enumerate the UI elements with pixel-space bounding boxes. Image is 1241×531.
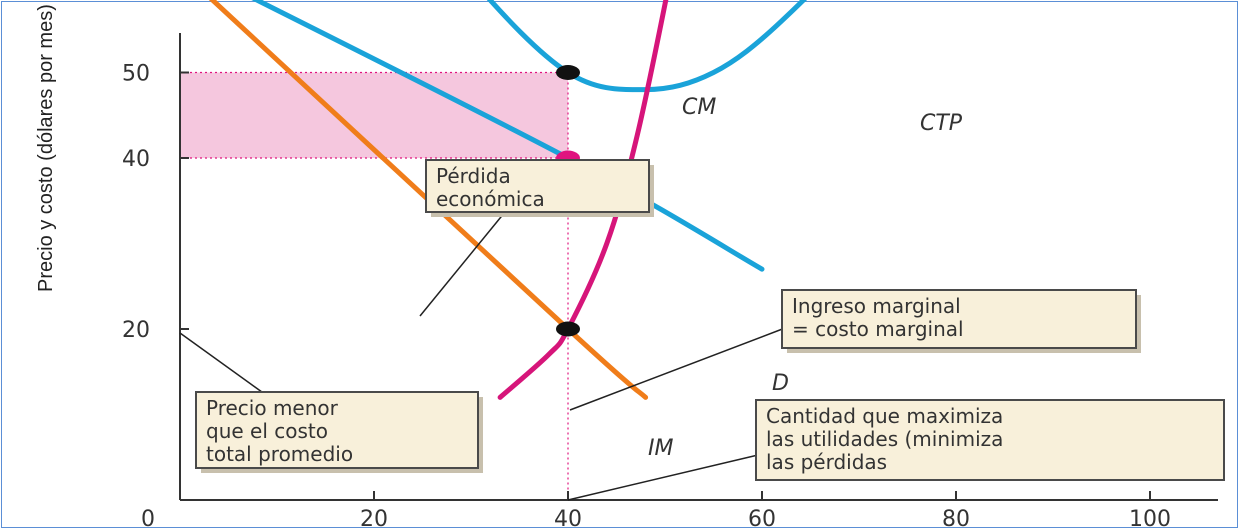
callout-text-perdida-2: económica	[436, 187, 545, 211]
callout-text-cantidad-2: las utilidades (minimiza	[766, 427, 1003, 451]
point-20	[556, 321, 580, 337]
curve-label-ctp: CTP	[920, 111, 963, 136]
loss-area-layer	[180, 72, 568, 158]
x-tick-label-100: 100	[1129, 507, 1171, 531]
curve-label-im: IM	[648, 436, 673, 461]
leader-cantidad	[567, 454, 759, 501]
curve-ctp	[486, 0, 808, 93]
callout-text-perdida-1: Pérdida	[436, 164, 511, 188]
x-tick-label-60: 60	[748, 507, 776, 531]
y-axis-label: Precio y costo (dólares por mes)	[35, 4, 57, 292]
x-tick-label-80: 80	[942, 507, 970, 531]
guide-lines-layer	[180, 71, 569, 500]
curve-d	[251, 0, 765, 272]
curve-label-cm: CM	[682, 95, 716, 120]
callout-box-perdida	[425, 159, 650, 213]
callout-box-cantidad	[755, 399, 1225, 481]
leader-perdida	[419, 211, 506, 317]
y-tick-label-20: 20	[122, 318, 150, 343]
tick-labels-layer: 2040506080100020406080100	[122, 0, 1171, 531]
point-50	[556, 65, 580, 80]
callout-text-cantidad-1: Cantidad que maximiza	[766, 404, 1003, 428]
callout-box-precio	[195, 391, 479, 469]
callout-text-precio-2: que el costo	[206, 419, 328, 443]
callout-text-precio-1: Precio menor	[206, 396, 339, 420]
x-tick-label-40: 40	[554, 507, 582, 531]
y-tick-label-50: 50	[122, 62, 150, 87]
callout-text-precio-3: total promedio	[206, 442, 353, 466]
x-tick-label-0: 0	[141, 507, 155, 531]
curves-layer	[208, 0, 808, 400]
y-tick-label-60: 60	[122, 0, 150, 1]
curve-cm	[497, 0, 669, 400]
curve-labels-layer: CTP CM D IM	[648, 95, 963, 461]
callout-box-ingreso	[781, 289, 1137, 349]
loss-area	[180, 72, 568, 158]
axes-layer: Precio y costo (dólares por mes)	[35, 4, 1218, 501]
curve-label-d: D	[772, 371, 789, 396]
callout-text-cantidad-3: las pérdidas	[766, 450, 887, 474]
x-tick-label-20: 20	[360, 507, 388, 531]
leader-ingreso	[569, 327, 786, 411]
curve-im	[208, 0, 649, 400]
y-tick-label-40: 40	[122, 147, 150, 172]
callout-text-ingreso-2: = costo marginal	[792, 317, 964, 341]
callout-text-ingreso-1: Ingreso marginal	[792, 294, 961, 318]
